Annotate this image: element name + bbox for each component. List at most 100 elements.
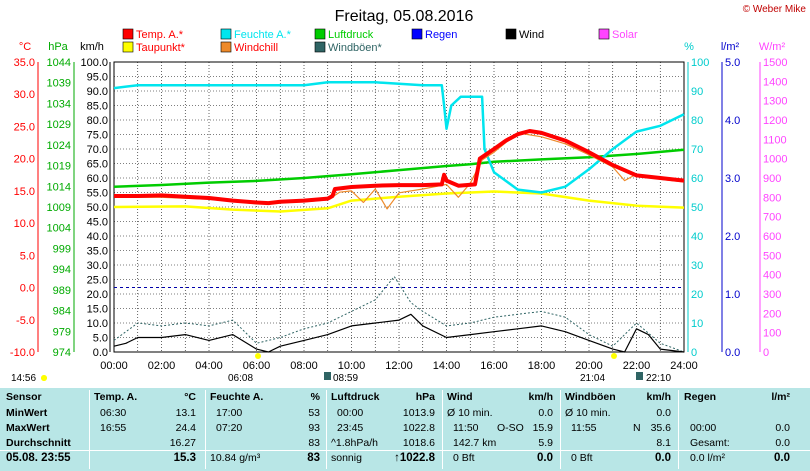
wind-tick-label: 15.0 (87, 304, 108, 316)
time-tick-label: 24:00 (670, 360, 698, 372)
temp-tick-label: -10.0 (10, 347, 35, 359)
temp-tick-label: 35.0 (14, 57, 35, 69)
gust-max-value: 35.6 (650, 422, 671, 434)
humidity-tick-label: 70 (691, 144, 703, 156)
solar-tick-label: 700 (763, 212, 781, 224)
time-tick-label: 10:00 (338, 360, 366, 372)
pressure-tick-label: 1019 (47, 161, 71, 173)
time-tick-label: 20:00 (575, 360, 603, 372)
axis-ticks: 35.0 30.0 25.0 20.0 15.0 10.0 5.0 0.0 -5.0 -10.0 1… (10, 57, 788, 372)
wind-tick-label: 35.0 (87, 246, 108, 258)
pressure-tick-label: 974 (53, 347, 71, 359)
hum-min-time: 17:00 (216, 407, 243, 419)
header-rain: Regen (684, 391, 717, 403)
solar-tick-label: 400 (763, 270, 781, 282)
gust-avg-value: 8.1 (656, 437, 671, 449)
sunset-icon (611, 353, 617, 359)
legend-swatch-5 (598, 28, 610, 40)
legend-swatch-4 (505, 28, 517, 40)
sunrise-time: 06:08 (228, 373, 253, 384)
series-line-luftdruck (113, 148, 685, 188)
solar-tick-label: 1400 (763, 76, 787, 88)
legend-swatch-2 (314, 28, 326, 40)
gust-current-value: 0.0 (655, 452, 671, 464)
legend-swatch-3 (411, 28, 423, 40)
solar-tick-label: 1200 (763, 115, 787, 127)
press-max-value: 1022.8 (402, 422, 435, 434)
humidity-tick-label: 20 (691, 289, 703, 301)
wind-min-value: 0.0 (538, 407, 553, 419)
wind-distance: 142.7 km (453, 437, 497, 449)
legend-label-2: Luftdruck (328, 29, 374, 41)
temp-tick-label: 0.0 (20, 283, 35, 295)
wind-tick-label: 90.0 (87, 86, 108, 98)
legend-label-4: Wind (519, 29, 544, 41)
stats-col-pressure: Luftdruck hPa 00:00 1013.9 23:45 1022.8 ^1.… (331, 388, 437, 471)
temp-current-value: 15.3 (173, 452, 196, 464)
time-tick-label: 12:00 (385, 360, 413, 372)
press-min-time: 00:00 (337, 407, 364, 419)
time-tick-label: 04:00 (195, 360, 223, 372)
hum-avg-value: 83 (308, 437, 320, 449)
legend-label-1: Feuchte A.* (234, 29, 292, 41)
moonrise-dot (41, 375, 47, 381)
header-wind: Wind (447, 391, 473, 403)
wind-avg-value: 5.9 (538, 437, 553, 449)
temp-tick-label: 25.0 (14, 121, 35, 133)
moon-time-1: 08:59 (333, 373, 358, 384)
humidity-axis-header: % (684, 41, 694, 53)
rain-max-time: 00:00 (690, 422, 717, 434)
wind-tick-label: 5.0 (93, 333, 108, 345)
wind-tick-label: 65.0 (87, 159, 108, 171)
pressure-tick-label: 1029 (47, 119, 71, 131)
wind-tick-label: 70.0 (87, 144, 108, 156)
pressure-tick-label: 979 (53, 326, 71, 338)
solar-tick-label: 300 (763, 289, 781, 301)
humidity-tick-label: 0 (691, 347, 697, 359)
header-humidity: Feuchte A. (210, 391, 264, 403)
solar-tick-label: 0 (763, 347, 769, 359)
series-line-wind (113, 313, 685, 353)
solar-tick-label: 1500 (763, 57, 787, 69)
pressure-tick-label: 984 (53, 306, 71, 318)
rain-tick-label: 5.0 (725, 57, 740, 69)
temp-tick-label: 30.0 (14, 89, 35, 101)
wind-tick-label: 25.0 (87, 275, 108, 287)
rain-tick-label: 3.0 (725, 173, 740, 185)
wind-max-direction: O-SO (497, 422, 524, 434)
pressure-tick-label: 1034 (47, 98, 71, 110)
wind-tick-label: 55.0 (87, 188, 108, 200)
moon-icon-1 (324, 372, 331, 380)
solar-tick-label: 800 (763, 192, 781, 204)
pressure-tick-label: 1039 (47, 78, 71, 90)
temp-min-time: 06:30 (100, 407, 127, 419)
header-sensor: Sensor (6, 391, 42, 403)
pressure-tick-label: 1044 (47, 57, 71, 69)
solar-axis-header: W/m² (759, 41, 786, 53)
solar-tick-label: 200 (763, 308, 781, 320)
axis-headers: °C hPa km/h% l/m² W/m² (19, 41, 786, 53)
time-tick-label: 18:00 (528, 360, 556, 372)
humidity-tick-label: 60 (691, 173, 703, 185)
press-min-value: 1013.9 (402, 407, 435, 419)
time-tick-label: 16:00 (480, 360, 508, 372)
gust-max-direction: N (633, 422, 641, 434)
temp-axis-header: °C (19, 41, 31, 53)
sunset-time: 21:04 (580, 373, 605, 384)
wind-tick-label: 30.0 (87, 260, 108, 272)
pressure-tick-label: 1004 (47, 223, 71, 235)
rain-tick-label: 4.0 (725, 115, 740, 127)
row-label-avg: Durchschnitt (6, 437, 71, 449)
wind-tick-label: 20.0 (87, 289, 108, 301)
temp-tick-label: 15.0 (14, 186, 35, 198)
chart-series (113, 81, 685, 353)
legend-swatch-6 (122, 41, 134, 53)
stats-col-gust: Windböen km/h Ø 10 min. 0.0 11:55 N 35.6 8.1… (565, 388, 673, 471)
gust-max-time: 11:55 (571, 422, 597, 434)
series-line-feuchtea (113, 81, 685, 194)
gust-beaufort: 0 Bft (571, 452, 593, 464)
wind-beaufort: 0 Bft (453, 452, 475, 464)
rain-total-label: Gesamt: (690, 437, 730, 449)
series-line-tempa (114, 129, 685, 206)
sunrise-icon (255, 353, 261, 359)
